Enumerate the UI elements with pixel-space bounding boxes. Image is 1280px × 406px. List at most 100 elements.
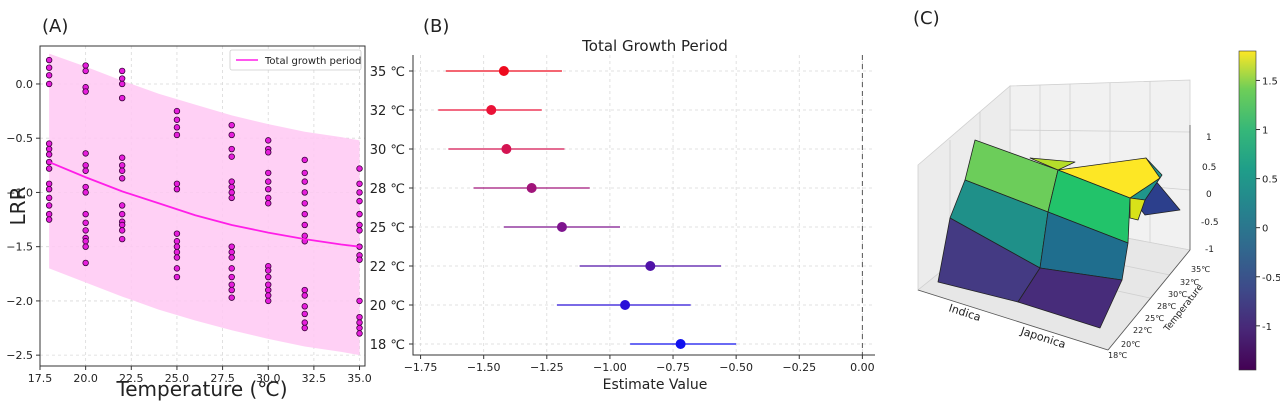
panel-a-point [173, 254, 181, 261]
panel-b-x-tick-label: −0.75 [656, 361, 690, 374]
panel-a-point [356, 210, 363, 218]
panel-c-colorbar-tick-label: -0.5 [1262, 273, 1280, 284]
panel-a-point [82, 67, 89, 75]
panel-a-point [173, 230, 181, 237]
panel-a-legend: Total growth period [229, 49, 362, 71]
panel-a-point [301, 210, 308, 218]
panel-a-point [228, 153, 235, 160]
panel-c-y-axis-line [1107, 249, 1191, 351]
panel-b-axes [412, 55, 875, 356]
panel-a-point [173, 131, 181, 139]
panel-c-y-tick: 32℃ [1180, 278, 1199, 287]
panel-a-point [118, 80, 126, 88]
panel-c-z-axis: 1 0.5 0 -0.5 -1 [1189, 125, 1219, 255]
panel-b-x-tick-label: −1.75 [404, 361, 438, 374]
panel-a-point [45, 56, 53, 64]
panel-a-point [356, 180, 363, 187]
panel-a-point [228, 286, 235, 294]
panel-a-point [301, 221, 308, 229]
panel-b-estimate-point [526, 183, 537, 193]
panel-a-point [228, 183, 235, 191]
panel-b-x-tick-label: 0.00 [850, 361, 875, 374]
panel-a-point [173, 180, 181, 187]
panel-b-letter: (B) [423, 16, 449, 37]
panel-a-y-ticks: 0.0 −0.5 −1.0 −1.5 −2.0 −2.5 [6, 78, 40, 362]
panel-a-point [301, 303, 308, 310]
panel-a-point [265, 297, 272, 305]
panel-c-z-tick: 0.5 [1202, 163, 1216, 173]
panel-a-point [228, 254, 235, 261]
panel-c-y-tick: 28℃ [1157, 302, 1176, 311]
panel-a-point [356, 256, 363, 263]
panel-a-x-tick-label: 22.5 [119, 372, 144, 385]
panel-a-point [265, 286, 272, 294]
panel-b-x-tick-label: −1.25 [530, 361, 564, 374]
panel-a-point [173, 265, 181, 272]
panel-a-point [301, 324, 308, 332]
panel-b-estimate-point [675, 339, 686, 349]
panel-c-colorbar-tick-label: 1.5 [1262, 76, 1278, 87]
panel-a-point [173, 248, 181, 256]
panel-a-point [356, 227, 363, 234]
panel-a-point [356, 330, 363, 337]
panel-a-point [228, 189, 235, 196]
panel-a-point [118, 235, 126, 243]
panel-a-y-tick-label: −2.0 [6, 295, 33, 308]
panel-a-point [356, 297, 363, 305]
panel-a-point [45, 165, 53, 172]
panel-a-point [82, 162, 89, 169]
panel-a-point [301, 232, 308, 240]
panel-a-point [118, 154, 126, 161]
panel-a-point [228, 243, 235, 250]
panel-c-z-tick: 1 [1206, 133, 1212, 143]
panel-a-point [356, 313, 363, 321]
panel-b-row-label: 18 ℃ [370, 338, 405, 353]
panel-c-colorbar-ticks: 1.5 1 0.5 0 -0.5 -1 [1256, 76, 1280, 333]
panel-a-point [82, 167, 89, 174]
panel-a-point [301, 156, 308, 164]
panel-a-point [45, 145, 53, 153]
panel-a-point [82, 189, 89, 196]
panel-a-y-tick-label: 0.0 [16, 78, 34, 91]
panel-c-z-tick: -0.5 [1201, 218, 1219, 228]
panel-a-point [82, 238, 89, 245]
panel-c-z-tick: -1 [1205, 245, 1214, 255]
panel-a-point [356, 221, 363, 229]
panel-c-x-axis-line [917, 289, 1109, 351]
panel-a-x-tick-label: 25.0 [165, 372, 190, 385]
panel-a-point [118, 202, 126, 209]
panel-b-x-tick-label: −1.00 [593, 361, 627, 374]
panel-a-point [301, 169, 308, 177]
panel-a-point [228, 121, 235, 129]
panel-a-point [265, 281, 272, 288]
panel-b-estimate-point [498, 66, 509, 76]
panel-b-row-label: 22 ℃ [370, 260, 405, 275]
panel-a-point [265, 292, 272, 299]
panel-a-point [82, 150, 89, 157]
panel-a-point [173, 107, 181, 115]
panel-a-point [118, 162, 126, 169]
panel-b-rows: 35 ℃ 32 ℃ 30 ℃ 28 ℃ 25 ℃ 22 ℃ 20 ℃ 18 ℃ [370, 65, 737, 353]
panel-c-colorbar: 1.5 1 0.5 0 -0.5 -1 [1238, 50, 1280, 371]
panel-a-y-tick-label: −2.5 [6, 349, 33, 362]
panel-a-y-tick-label: −1.0 [6, 186, 33, 199]
panel-a-point [82, 219, 89, 227]
panel-b: (B) Total Growth Period 35 ℃ 32 ℃ 30 ℃ 28 ℃… [370, 16, 875, 393]
panel-a-point [118, 94, 126, 102]
panel-a-points [45, 56, 363, 337]
panel-a-point [265, 169, 272, 177]
panel-a-point [228, 265, 235, 272]
panel-a-point [228, 294, 235, 301]
panel-a-y-tick-label: −1.5 [6, 241, 33, 254]
panel-c-y-tick: 30℃ [1168, 290, 1187, 299]
panel-a-x-tick-label: 35.0 [347, 372, 372, 385]
panel-c-y-tick: 25℃ [1145, 314, 1164, 323]
panel-c-colorbar-bar [1238, 50, 1257, 371]
panel-a-point [82, 210, 89, 218]
panel-a-legend-label: Total growth period [264, 56, 361, 67]
panel-a-point [228, 194, 235, 202]
panel-a-x-ticks: 17.5 20.0 22.5 25.0 27.5 30.0 32.5 35.0 [28, 366, 372, 385]
panel-a-x-tick-label: 30.0 [256, 372, 281, 385]
panel-b-x-tick-label: −0.50 [719, 361, 753, 374]
